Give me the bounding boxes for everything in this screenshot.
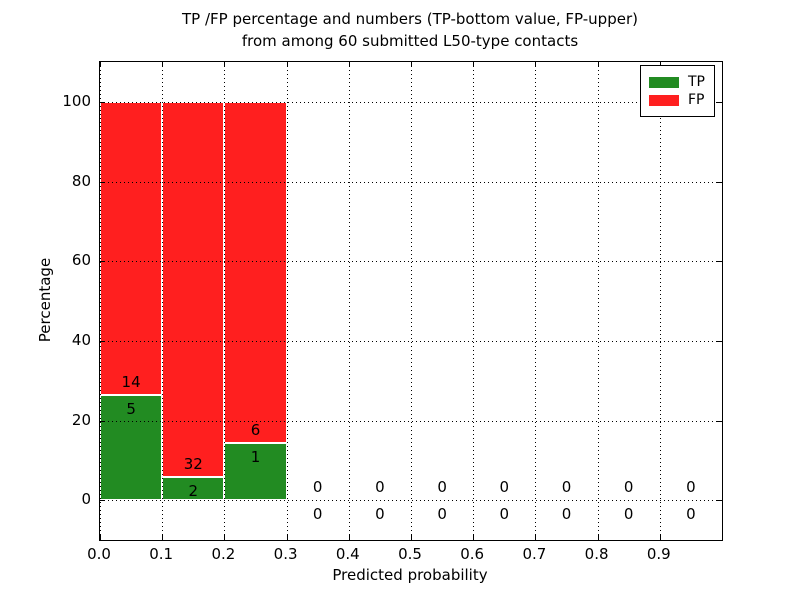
- tp-count-label-bin-7: 0: [561, 505, 572, 524]
- x-tickmark-bottom-0.4: [348, 535, 350, 540]
- x-tickmark-bottom-0.8: [597, 535, 599, 540]
- x-tickmark-top-0.1: [162, 62, 164, 67]
- y-tickmark-right-20: [717, 420, 722, 422]
- x-tickmark-bottom-0.9: [659, 535, 661, 540]
- fp-legend-label: FP: [688, 92, 705, 108]
- gridline-x-0.6: [473, 62, 475, 540]
- gridline-x-0.5: [411, 62, 412, 540]
- y-tickmark-left-100: [100, 101, 105, 103]
- x-tickmark-top-0.5: [411, 62, 412, 67]
- tp-count-label-bin-9: 0: [686, 505, 696, 524]
- legend: TP FP: [640, 65, 715, 117]
- y-tickmark-right-100: [717, 101, 722, 103]
- gridline-x-0.2: [224, 62, 226, 540]
- tp-count-label-bin-6: 0: [499, 505, 510, 524]
- fp-count-label-bin-0: 14: [121, 373, 141, 392]
- gridline-x-0.4: [348, 62, 350, 540]
- x-tickmark-top-0.9: [659, 62, 661, 67]
- y-tick-label-20: 20: [71, 410, 91, 429]
- x-tickmark-bottom-0.3: [286, 535, 288, 540]
- fp-legend-swatch-icon: [649, 94, 679, 106]
- fp-count-label-bin-1: 32: [183, 454, 203, 473]
- x-tick-label-0.9: 0.9: [646, 545, 671, 563]
- x-axis-label: Predicted probability: [332, 566, 488, 584]
- tp-legend-label: TP: [688, 74, 705, 90]
- x-tickmark-top-0.8: [597, 62, 599, 67]
- tp-count-label-bin-5: 0: [437, 505, 447, 524]
- fp-count-label-bin-4: 0: [375, 478, 385, 497]
- tp-count-label-bin-2: 1: [250, 448, 261, 467]
- tp-count-label-bin-8: 0: [623, 505, 634, 524]
- fp-count-label-bin-7: 0: [561, 478, 572, 497]
- plot-area: TP FP 14 5 32 2 6 1 0 0 0 0 0 0 0 0 0 0 0 0 0 0: [99, 61, 723, 541]
- y-tickmark-left-80: [100, 181, 105, 183]
- x-tickmark-top-0.7: [535, 62, 537, 67]
- y-tickmark-left-20: [100, 420, 105, 422]
- chart-title-line1: TP /FP percentage and numbers (TP-bottom…: [182, 10, 638, 28]
- y-tick-label-80: 80: [71, 171, 91, 190]
- x-tick-label-0.0: 0.0: [87, 545, 111, 563]
- x-tickmark-bottom-0.7: [535, 535, 537, 540]
- y-tickmark-left-40: [100, 340, 105, 342]
- bar-fp-bin-2: [224, 101, 287, 444]
- tp-count-label-bin-4: 0: [375, 505, 385, 524]
- x-tick-label-0.8: 0.8: [584, 545, 609, 563]
- fp-count-label-bin-8: 0: [623, 478, 634, 497]
- gridline-x-0.3: [286, 62, 288, 540]
- y-tick-label-40: 40: [71, 330, 91, 349]
- legend-entry-fp: FP: [649, 92, 705, 108]
- x-tick-label-0.7: 0.7: [522, 545, 547, 563]
- x-tickmark-bottom-0.1: [162, 535, 164, 540]
- y-tick-label-100: 100: [62, 91, 91, 110]
- x-tick-label-0.3: 0.3: [273, 545, 298, 563]
- fp-count-label-bin-2: 6: [250, 421, 261, 440]
- y-tickmark-right-0: [717, 500, 722, 502]
- fp-count-label-bin-6: 0: [499, 478, 510, 497]
- x-tick-label-0.1: 0.1: [149, 545, 174, 563]
- x-tickmark-bottom-0.0: [100, 535, 101, 540]
- y-tick-label-60: 60: [71, 251, 91, 270]
- gridline-x-0.0: [100, 62, 101, 540]
- x-tick-label-0.2: 0.2: [211, 545, 236, 563]
- tp-count-label-bin-0: 5: [126, 400, 136, 419]
- gridline-x-0.7: [535, 62, 537, 540]
- y-tickmark-right-40: [717, 340, 722, 342]
- x-tickmark-top-0.0: [100, 62, 101, 67]
- tp-legend-swatch-icon: [649, 76, 679, 88]
- gridline-x-0.8: [597, 62, 599, 540]
- y-tick-label-0: 0: [81, 490, 91, 509]
- chart-title-line2: from among 60 submitted L50-type contact…: [241, 32, 579, 50]
- bar-fp-bin-1: [162, 101, 225, 477]
- legend-entry-tp: TP: [649, 74, 705, 90]
- x-tick-label-0.4: 0.4: [335, 545, 360, 563]
- gridline-x-0.1: [162, 62, 164, 540]
- y-tickmark-right-60: [717, 261, 722, 263]
- bar-fp-bin-0: [100, 101, 163, 396]
- fp-count-label-bin-3: 0: [312, 478, 323, 497]
- fp-count-label-bin-5: 0: [437, 478, 447, 497]
- chart-title: TP /FP percentage and numbers (TP-bottom…: [99, 8, 721, 52]
- y-tickmark-right-80: [717, 181, 722, 183]
- x-tickmark-top-0.6: [473, 62, 475, 67]
- tp-count-label-bin-3: 0: [312, 505, 323, 524]
- y-tickmark-left-0: [100, 500, 105, 502]
- x-tickmark-bottom-0.5: [411, 535, 412, 540]
- tp-count-label-bin-1: 2: [188, 481, 199, 500]
- gridline-x-0.9: [659, 62, 661, 540]
- x-tick-label-0.5: 0.5: [398, 545, 422, 563]
- x-tick-label-0.6: 0.6: [460, 545, 485, 563]
- bar-tp-bin-2: [224, 443, 287, 501]
- x-tickmark-top-0.4: [348, 62, 350, 67]
- x-tickmark-bottom-0.2: [224, 535, 226, 540]
- fp-count-label-bin-9: 0: [686, 478, 696, 497]
- x-tickmark-bottom-0.6: [473, 535, 475, 540]
- y-tickmark-left-60: [100, 261, 105, 263]
- x-tickmark-top-0.2: [224, 62, 226, 67]
- x-tickmark-top-0.3: [286, 62, 288, 67]
- y-axis-label: Percentage: [36, 257, 54, 343]
